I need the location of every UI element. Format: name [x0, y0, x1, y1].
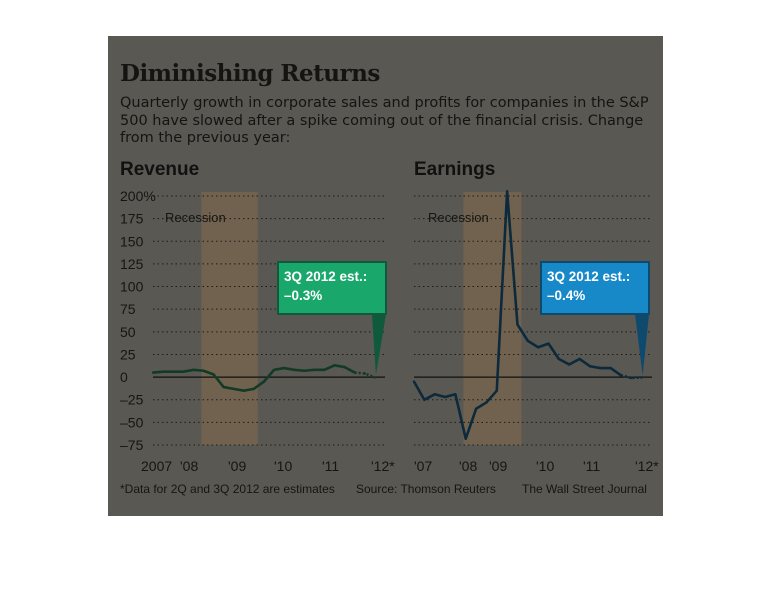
earnings-data-point: [547, 342, 550, 345]
revenue-data-point: [333, 364, 336, 367]
revenue-data-point: [182, 370, 185, 373]
earnings-data-point: [557, 357, 561, 361]
revenue-estimate-callout: [277, 261, 387, 315]
earnings-data-point: [609, 366, 612, 370]
revenue-callout-pointer: [372, 314, 386, 376]
earnings-callout-pointer: [635, 314, 649, 376]
revenue-data-point: [343, 365, 346, 369]
revenue-x-tick-label: '08: [180, 458, 198, 474]
y-tick-label: 50: [120, 324, 136, 340]
revenue-data-point: [262, 380, 266, 383]
y-tick-label: 200%: [120, 188, 156, 204]
revenue-data-point: [202, 369, 205, 372]
y-tick-label: 150: [120, 233, 144, 249]
earnings-data-point: [526, 339, 530, 343]
earnings-data-point: [619, 374, 623, 377]
earnings-x-tick-label: '07: [414, 458, 432, 474]
revenue-data-point: [252, 387, 256, 391]
revenue-data-point: [323, 368, 326, 372]
revenue-data-point: [171, 370, 175, 373]
revenue-data-point: [373, 376, 377, 379]
earnings-panel: Recession '07 '08 '09 '10 '11 '12* 3Q 2012 est.…: [412, 190, 659, 474]
earnings-data-point: [443, 395, 447, 399]
earnings-data-point: [495, 389, 498, 392]
revenue-data-point: [353, 371, 356, 374]
y-tick-label: 0: [120, 369, 128, 385]
source-note: Source: Thomson Reuters: [356, 482, 496, 496]
revenue-estimate-value: –0.3%: [284, 288, 322, 303]
revenue-estimate-label: 3Q 2012 est.:: [284, 269, 367, 284]
earnings-data-point: [588, 365, 592, 368]
revenue-data-point: [232, 387, 235, 391]
revenue-data-point: [363, 372, 367, 375]
revenue-recession-label: Recession: [165, 210, 226, 225]
earnings-data-point: [516, 323, 519, 326]
revenue-panel: Recession 200% 175 150 125 100 75 50 25 0 –25 –50 –7…: [120, 188, 395, 474]
earnings-x-tick-label: '09: [489, 458, 507, 474]
revenue-data-point: [293, 368, 296, 372]
chart-subtitle: Quarterly growth in corporate sales and …: [120, 95, 649, 147]
earnings-data-point: [485, 401, 488, 404]
earnings-data-point: [536, 346, 540, 349]
y-tick-label: –25: [120, 392, 144, 408]
earnings-data-point: [505, 190, 509, 193]
earnings-data-point: [433, 393, 436, 396]
revenue-data-point: [151, 371, 155, 374]
earnings-panel-title: Earnings: [414, 159, 496, 180]
earnings-x-tick-label: '12*: [635, 458, 659, 474]
earnings-x-tick-label: '10: [536, 458, 554, 474]
revenue-data-point: [212, 373, 215, 376]
earnings-estimate-value: –0.4%: [547, 288, 585, 303]
revenue-x-tick-label: '12*: [371, 458, 395, 474]
earnings-data-point: [474, 407, 478, 410]
earnings-data-point: [578, 357, 581, 361]
revenue-x-tick-label: '09: [228, 458, 246, 474]
earnings-recession-label: Recession: [428, 210, 489, 225]
revenue-data-point: [282, 366, 286, 370]
y-tick-label: –50: [120, 414, 144, 430]
revenue-x-tick-label: '11: [322, 458, 339, 474]
y-tick-label: 100: [120, 279, 144, 295]
earnings-recession-band: [463, 192, 522, 445]
earnings-data-point: [454, 393, 457, 396]
y-tick-label: –75: [120, 437, 144, 453]
revenue-data-point: [161, 370, 165, 373]
chart-title: Diminishing Returns: [120, 60, 380, 87]
earnings-data-point: [412, 380, 416, 383]
y-tick-label: 75: [120, 301, 136, 317]
revenue-recession-band: [201, 192, 258, 445]
earnings-x-tick-label: '11: [583, 458, 600, 474]
earnings-data-point: [599, 366, 602, 370]
credit-note: The Wall Street Journal: [522, 482, 647, 496]
earnings-data-point: [630, 376, 633, 380]
earnings-estimate-line: [620, 374, 642, 380]
revenue-estimate-line: [354, 371, 376, 379]
revenue-data-point: [303, 369, 306, 372]
revenue-data-point: [242, 389, 245, 392]
footnote: *Data for 2Q and 3Q 2012 are estimates: [120, 482, 335, 496]
y-tick-label: 125: [120, 256, 144, 272]
earnings-x-tick-label: '08: [459, 458, 477, 474]
earnings-data-point: [423, 398, 426, 401]
revenue-x-tick-label: 2007: [141, 458, 172, 474]
earnings-estimate-callout: [540, 261, 650, 315]
revenue-x-tick-label: '10: [274, 458, 292, 474]
y-tick-label: 25: [120, 346, 136, 362]
revenue-panel-title: Revenue: [120, 159, 200, 180]
earnings-data-point: [464, 437, 467, 440]
earnings-data-point: [568, 363, 571, 366]
revenue-data-point: [192, 368, 195, 372]
revenue-data-point: [272, 368, 276, 372]
earnings-estimate-label: 3Q 2012 est.:: [547, 269, 630, 284]
revenue-data-point: [313, 368, 316, 372]
earnings-data-point: [640, 376, 643, 379]
revenue-data-point: [222, 385, 225, 389]
y-tick-label: 175: [120, 211, 144, 227]
